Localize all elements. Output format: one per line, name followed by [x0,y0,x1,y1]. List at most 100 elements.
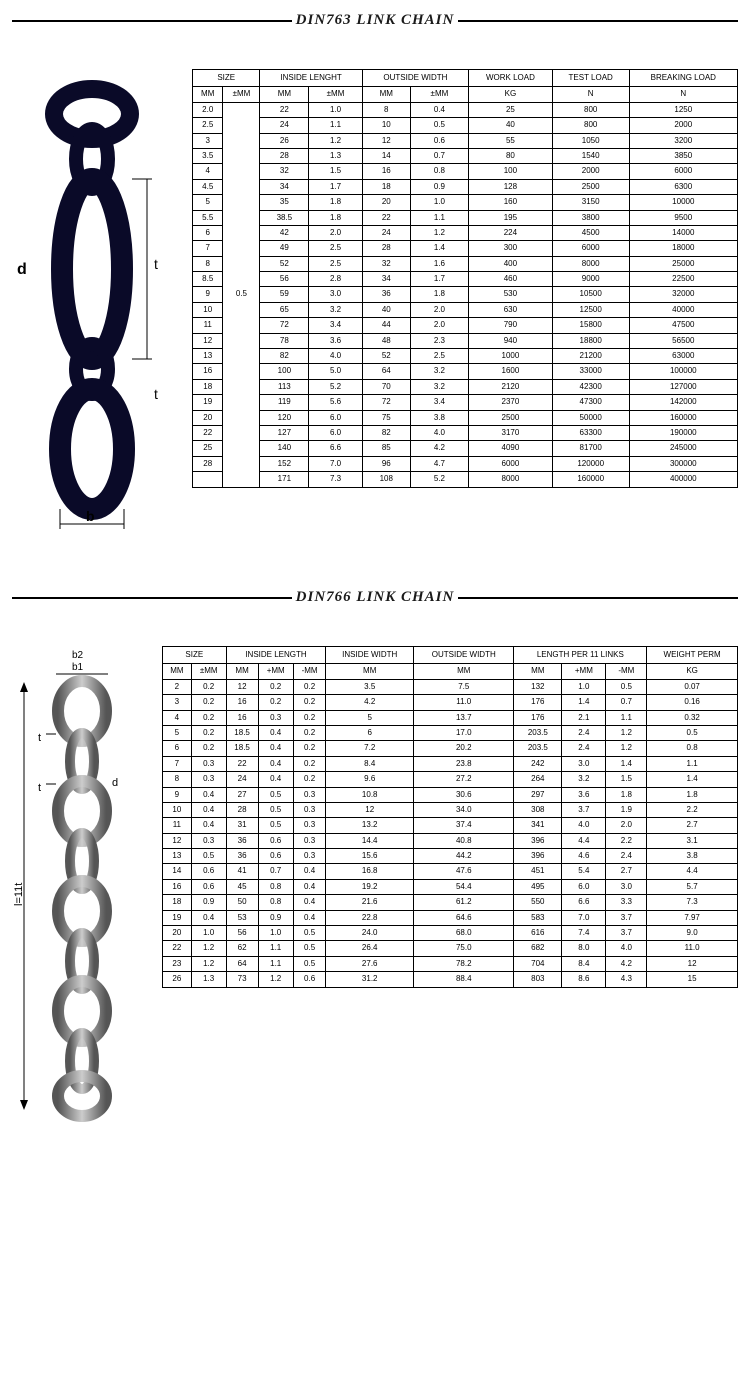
cell: 704 [514,956,562,971]
cell: 3.5 [326,679,414,694]
cell: 0.5 [258,818,293,833]
rule-left [12,20,292,22]
cell: 40 [469,118,553,133]
cell: 22 [163,941,192,956]
cell: 24 [226,772,258,787]
cell: 530 [469,287,553,302]
cell: 4.2 [606,956,647,971]
cell: 28 [362,241,410,256]
cell: 8 [362,102,410,117]
cell: 4.3 [606,972,647,987]
chain-diagram-763: t t d b [12,69,182,539]
cell: 5 [326,710,414,725]
cell: 15 [647,972,738,987]
cell: 3.3 [606,895,647,910]
cell: 0.8 [410,164,468,179]
cell: 54.4 [414,879,514,894]
cell: 800 [552,102,629,117]
cell: 14.4 [326,833,414,848]
dim-b: b [86,508,95,524]
cell: 0.3 [191,756,226,771]
cell: 152 [260,456,309,471]
cell: 2.0 [410,302,468,317]
cell: 100000 [629,364,737,379]
cell: 32 [260,164,309,179]
cell: 16 [193,364,223,379]
cell: 14 [362,148,410,163]
cell: 22.8 [326,910,414,925]
cell: 0.4 [293,864,326,879]
cell: 5.0 [309,364,362,379]
cell: 3.7 [606,926,647,941]
cell: 7 [163,756,192,771]
cell: 25 [193,441,223,456]
chain-diagram-766: l=11t b2 b1 t t d [12,646,152,1126]
cell: 142000 [629,395,737,410]
cell: 2 [163,679,192,694]
table-row: 13824.0522.510002120063000 [193,349,738,364]
cell: 2.3 [410,333,468,348]
cell: 7.0 [309,456,362,471]
title-766: DIN766 LINK CHAIN [12,589,738,606]
cell: 18000 [629,241,737,256]
cell: 190000 [629,425,737,440]
cell: 32 [362,256,410,271]
cell: 0.9 [258,910,293,925]
cell: 140 [260,441,309,456]
sub-kg: KG [469,87,553,102]
sub-mm3: MM [362,87,410,102]
cell: 25 [469,102,553,117]
cell: 10 [163,802,192,817]
cell: 0.2 [293,741,326,756]
cell: 1.1 [309,118,362,133]
cell: 1.3 [191,972,226,987]
cell: 28 [226,802,258,817]
cell: 4.2 [326,695,414,710]
table-row: 70.3220.40.28.423.82423.01.41.1 [163,756,738,771]
cell: 0.9 [191,895,226,910]
cell: 36 [226,849,258,864]
cell: 4.0 [410,425,468,440]
dim-t-766: t [38,732,41,744]
table-row: 40.2160.30.2513.71762.11.10.32 [163,710,738,725]
sub-pmm3: ±MM [410,87,468,102]
cell: 2.4 [562,725,606,740]
cell: 72 [362,395,410,410]
cell: 18 [362,179,410,194]
cell: 96 [362,456,410,471]
table-row: 12783.6482.39401880056500 [193,333,738,348]
cell: 1.4 [410,241,468,256]
cell: 0.9 [410,179,468,194]
cell: 12 [326,802,414,817]
cell: 127000 [629,379,737,394]
cell: 1.2 [410,225,468,240]
cell: 22 [226,756,258,771]
s2-minusmm2: -MM [606,664,647,679]
table-row: 4.5341.7180.912825006300 [193,179,738,194]
hdr-breaking-load: BREAKING LOAD [629,70,737,87]
cell: 6.0 [309,425,362,440]
dim-b1: b1 [72,662,84,673]
cell: 127 [260,425,309,440]
diagram-766: l=11t b2 b1 t t d [12,646,152,1126]
cell: 4 [163,710,192,725]
cell: 52 [362,349,410,364]
cell: 1.6 [410,256,468,271]
sub-mm2: MM [260,87,309,102]
cell: 12 [193,333,223,348]
cell: 16 [226,710,258,725]
table-row: 130.5360.60.315.644.23964.62.43.8 [163,849,738,864]
cell: 2.0 [309,225,362,240]
s2-mm2: MM [226,664,258,679]
cell: 0.2 [191,725,226,740]
cell: 27 [226,787,258,802]
cell: 65 [260,302,309,317]
cell: 4.6 [562,849,606,864]
cell: 1.1 [410,210,468,225]
cell: 0.5 [410,118,468,133]
cell: 85 [362,441,410,456]
cell: 3 [193,133,223,148]
cell: 24.0 [326,926,414,941]
cell: 1.1 [606,710,647,725]
cell: 26 [260,133,309,148]
